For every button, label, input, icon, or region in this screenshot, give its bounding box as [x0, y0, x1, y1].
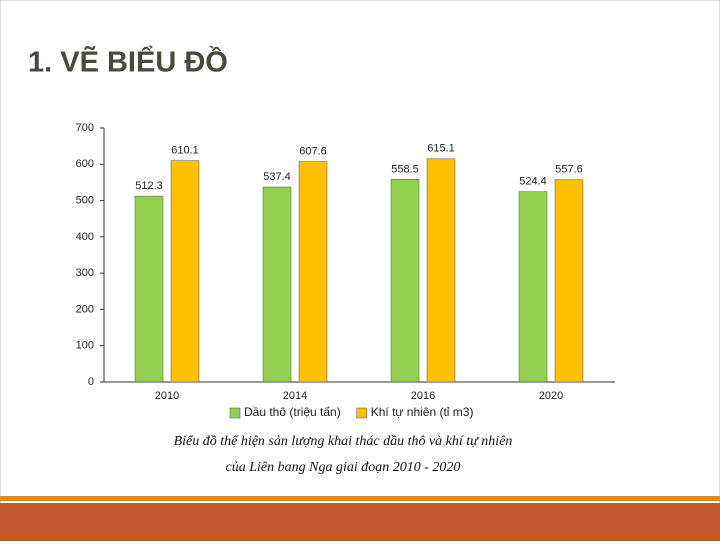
value-label: 512.3: [135, 180, 163, 192]
y-tick-label: 600: [76, 158, 94, 170]
bar: [518, 191, 548, 383]
x-tick-label: 2014: [283, 390, 307, 402]
value-label: 537.4: [263, 171, 291, 183]
value-label: 524.4: [519, 176, 547, 188]
legend-swatch: [356, 407, 367, 419]
bar: [262, 186, 292, 383]
y-tick-label: 400: [76, 231, 94, 243]
bar: [298, 161, 328, 383]
x-tick-label: 2016: [411, 390, 435, 402]
y-tick-label: 200: [76, 303, 94, 315]
bar: [554, 179, 584, 383]
bar: [170, 160, 200, 383]
bar: [390, 179, 420, 383]
y-tick-label: 0: [88, 376, 94, 388]
legend-label: Dầu thô (triệu tấn): [244, 405, 341, 419]
y-tick-label: 300: [76, 267, 94, 279]
footer-band: [0, 503, 720, 541]
x-tick-label: 2020: [539, 390, 563, 402]
bar: [134, 195, 164, 383]
legend-label: Khí tự nhiên (tỉ m3): [371, 405, 474, 419]
value-label: 557.6: [555, 164, 583, 176]
value-label: 615.1: [427, 143, 455, 155]
y-tick-label: 100: [76, 340, 94, 352]
value-label: 607.6: [299, 145, 327, 157]
x-tick-label: 2010: [155, 390, 179, 402]
caption: Biểu đồ thể hiện sản lượng khai thác dầu…: [174, 434, 513, 449]
value-label: 558.5: [391, 163, 419, 175]
y-tick-label: 500: [76, 194, 94, 206]
footer-stripe: [0, 496, 720, 501]
legend-swatch: [229, 407, 241, 419]
y-tick-label: 700: [76, 122, 94, 134]
caption: của Liên bang Nga giai đoạn 2010 - 2020: [226, 460, 461, 475]
value-label: 610.1: [171, 145, 199, 157]
slide-title: 1. VẼ BIỂU ĐỒ: [28, 45, 228, 79]
bar: [426, 158, 456, 383]
